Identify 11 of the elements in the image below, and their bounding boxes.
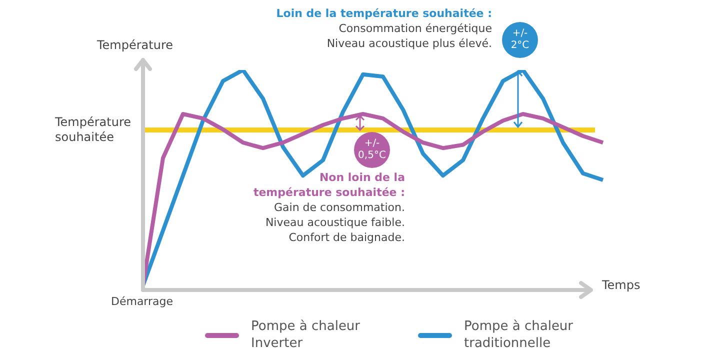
legend-label: Pompe à chaleur traditionnelle <box>464 318 574 352</box>
text: Loin de la température souhaitée : Consommation énergétique Niveau acoustique plus élevé. <box>276 6 492 50</box>
x-axis-title: Temps <box>601 278 640 292</box>
y-axis-title: Température <box>96 38 174 52</box>
annotation: Non loin de la température souhaitée : Gain de consommation. Niveau acoustique faible. Confort de baignade. <box>253 170 405 244</box>
text: Démarrage <box>110 294 174 308</box>
circle-badge: +/- 0,5°C <box>354 132 390 168</box>
annotation: +/- 0,5°C <box>358 138 386 162</box>
circle-badge: +/- 2°C <box>502 22 538 58</box>
legend-label: Pompe à chaleur Inverter <box>251 318 362 352</box>
ref-line-label: Température souhaitée <box>54 115 132 144</box>
